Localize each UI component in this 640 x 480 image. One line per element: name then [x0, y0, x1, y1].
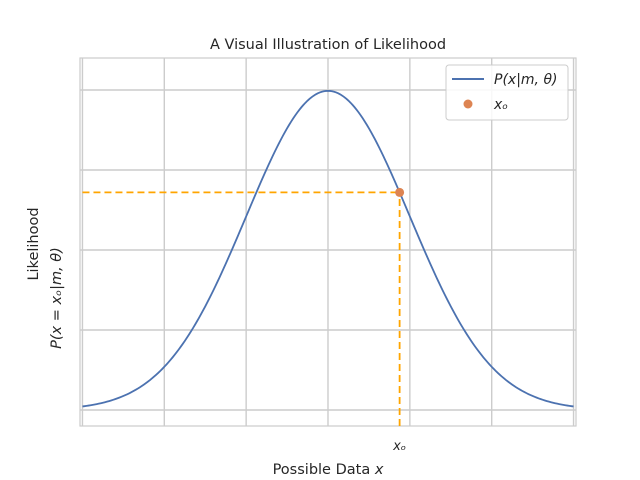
legend: P(x|m, θ) xₒ	[445, 64, 569, 121]
chart-title: A Visual Illustration of Likelihood	[210, 37, 446, 53]
legend-point-swatch	[463, 99, 473, 109]
x-axis-label: Possible Data x	[273, 462, 384, 478]
x-axis-label-text: Possible Data	[273, 462, 375, 478]
observed-data-point	[395, 187, 405, 197]
reference-lines	[82, 191, 401, 426]
plot-area-frame	[79, 57, 577, 427]
x-tick-label: xₒ	[392, 439, 406, 454]
y-axis-label-line1: Likelihood	[26, 207, 42, 280]
x-axis-label-variable: x	[374, 462, 384, 478]
y-axis-label-line2: P(x = xₒ|m, θ)	[49, 247, 65, 349]
legend-label-point: xₒ	[493, 97, 508, 113]
likelihood-curve	[82, 89, 574, 408]
legend-label-curve: P(x|m, θ)	[494, 72, 557, 88]
x-tick-labels: xₒ	[392, 439, 406, 454]
series-layer	[82, 89, 574, 408]
